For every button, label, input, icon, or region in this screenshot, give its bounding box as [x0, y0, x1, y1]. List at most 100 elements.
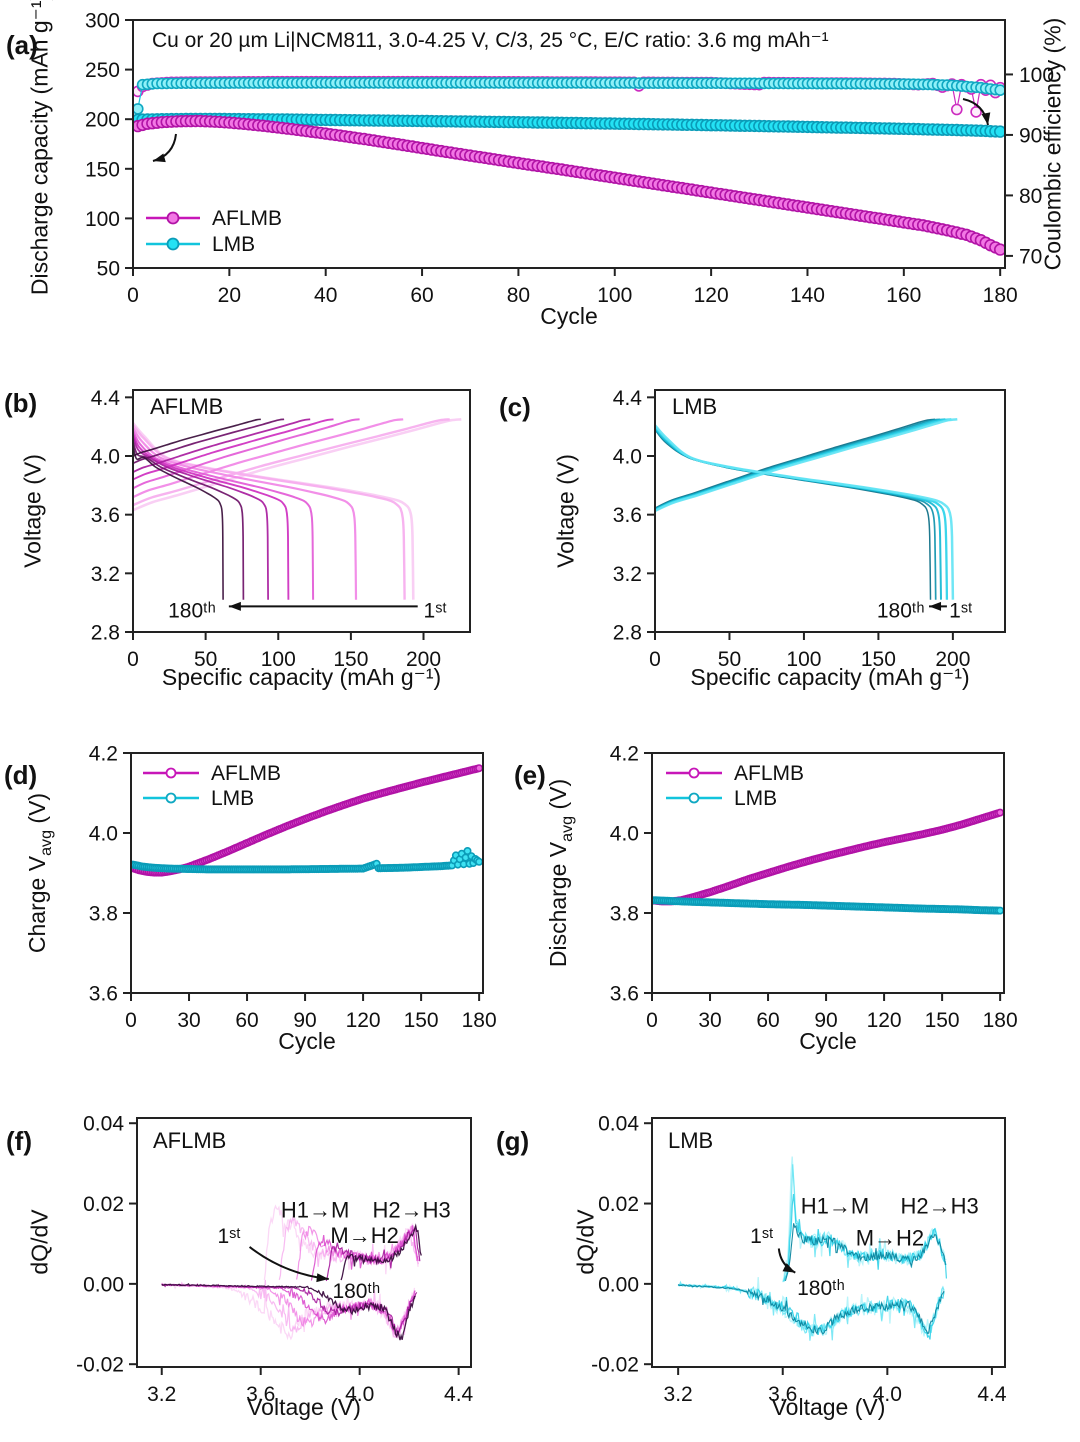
panel-e-letter: (e)	[514, 760, 546, 790]
svg-text:100: 100	[786, 648, 821, 671]
svg-text:0: 0	[649, 648, 661, 671]
svg-text:0: 0	[127, 284, 139, 307]
svg-text:H1→M: H1→M	[801, 1194, 869, 1219]
svg-text:3.8: 3.8	[610, 903, 639, 926]
svg-text:80: 80	[507, 284, 530, 307]
svg-text:1ˢᵗ: 1ˢᵗ	[750, 1225, 773, 1248]
svg-text:120: 120	[694, 284, 729, 307]
svg-text:4.0: 4.0	[91, 446, 120, 469]
svg-text:2.8: 2.8	[613, 622, 642, 645]
svg-text:4.4: 4.4	[444, 1383, 474, 1406]
svg-text:80: 80	[1019, 185, 1042, 208]
svg-text:180ᵗʰ: 180ᵗʰ	[877, 599, 925, 622]
panel-b-xlabel: Specific capacity (mAh g⁻¹)	[161, 664, 442, 690]
panel-d-ylabel-post: (V)	[24, 792, 51, 830]
panel-d-ylabel: Charge Vavg (V)	[24, 693, 56, 1053]
svg-text:3.6: 3.6	[91, 504, 120, 527]
svg-text:90: 90	[293, 1009, 316, 1032]
svg-text:M→H2: M→H2	[330, 1223, 398, 1248]
panel-g-dqdv-chart: 3.2 3.6 4.0 4.4 -0.02 0.00 0.02 0.04 H1→M H2→H3 M→…	[591, 1113, 1007, 1406]
svg-text:AFLMB: AFLMB	[734, 762, 804, 785]
svg-text:100: 100	[597, 284, 632, 307]
panel-e-ylabel-sub: avg	[557, 815, 576, 842]
panel-f-ylabel: dQ/dV	[26, 1209, 53, 1275]
panel-f-title: AFLMB	[153, 1128, 227, 1153]
panel-e-xlabel: Cycle	[799, 1028, 857, 1054]
svg-text:200: 200	[406, 648, 441, 671]
svg-text:120: 120	[346, 1009, 381, 1032]
svg-text:70: 70	[1019, 245, 1042, 268]
svg-text:150: 150	[925, 1009, 960, 1032]
panel-a-condition-title: Cu or 20 µm Li|NCM811, 3.0-4.25 V, C/3, …	[152, 29, 829, 52]
svg-text:2.8: 2.8	[91, 622, 120, 645]
svg-text:H2→H3: H2→H3	[372, 1198, 450, 1223]
svg-text:300: 300	[85, 10, 120, 33]
svg-text:180ᵗʰ: 180ᵗʰ	[168, 599, 216, 622]
panel-c-ylabel: Voltage (V)	[552, 454, 579, 568]
svg-text:3.6: 3.6	[89, 983, 118, 1006]
svg-text:M→H2: M→H2	[856, 1226, 924, 1251]
svg-text:30: 30	[177, 1009, 200, 1032]
svg-text:LMB: LMB	[212, 233, 255, 256]
svg-text:0.04: 0.04	[598, 1113, 639, 1136]
svg-text:150: 150	[404, 1009, 439, 1032]
panel-g-title: LMB	[668, 1128, 714, 1153]
svg-text:0.02: 0.02	[598, 1193, 639, 1216]
svg-text:0.04: 0.04	[83, 1113, 124, 1136]
svg-text:50: 50	[97, 258, 120, 281]
svg-text:-0.02: -0.02	[76, 1354, 124, 1377]
panel-d-ylabel-sub: avg	[36, 829, 55, 856]
svg-text:180ᵗʰ: 180ᵗʰ	[797, 1277, 845, 1300]
svg-text:0: 0	[125, 1009, 137, 1032]
svg-text:50: 50	[718, 648, 741, 671]
svg-text:3.6: 3.6	[768, 1383, 797, 1406]
panel-g-ylabel: dQ/dV	[572, 1209, 599, 1275]
svg-text:60: 60	[410, 284, 433, 307]
svg-text:0.00: 0.00	[598, 1273, 639, 1296]
svg-text:0: 0	[646, 1009, 658, 1032]
svg-text:AFLMB: AFLMB	[212, 207, 282, 230]
svg-text:90: 90	[1019, 124, 1042, 147]
svg-text:3.6: 3.6	[246, 1383, 275, 1406]
svg-text:0.00: 0.00	[83, 1273, 124, 1296]
panel-d-xlabel: Cycle	[278, 1028, 336, 1054]
svg-text:3.2: 3.2	[664, 1383, 693, 1406]
svg-text:4.0: 4.0	[610, 823, 639, 846]
svg-text:120: 120	[867, 1009, 902, 1032]
svg-text:40: 40	[314, 284, 337, 307]
svg-text:H2→H3: H2→H3	[901, 1194, 979, 1219]
svg-text:1ˢᵗ: 1ˢᵗ	[949, 599, 972, 622]
svg-text:100: 100	[1019, 64, 1054, 87]
svg-text:50: 50	[194, 648, 217, 671]
panel-a-ylabel-right: Coulombic efficiency (%)	[1039, 17, 1066, 271]
svg-text:4.4: 4.4	[91, 387, 121, 410]
svg-text:4.0: 4.0	[873, 1383, 902, 1406]
svg-text:160: 160	[886, 284, 921, 307]
svg-text:1ˢᵗ: 1ˢᵗ	[217, 1225, 240, 1248]
svg-text:4.0: 4.0	[613, 446, 642, 469]
panel-b-ylabel: Voltage (V)	[19, 454, 46, 568]
panel-a-ylabel: Discharge capacity (mAh g⁻¹)	[26, 0, 53, 296]
svg-text:4.0: 4.0	[345, 1383, 374, 1406]
svg-text:LMB: LMB	[211, 787, 254, 810]
panel-b-voltage-chart: 0 50 100 150 200 2.8 3.2 3.6 4.0 4.4 180ᵗʰ 1ˢᵗ	[91, 387, 471, 671]
svg-text:140: 140	[790, 284, 825, 307]
panel-d-letter: (d)	[4, 760, 38, 790]
panel-e-ylabel-pre: Discharge V	[545, 841, 572, 968]
svg-text:60: 60	[756, 1009, 779, 1032]
svg-text:90: 90	[814, 1009, 837, 1032]
panel-a-xlabel: Cycle	[540, 303, 598, 329]
svg-text:3.8: 3.8	[89, 903, 118, 926]
panel-e-ylabel: Discharge Vavg (V)	[545, 693, 577, 1053]
svg-text:-0.02: -0.02	[591, 1354, 639, 1377]
panel-g-letter: (g)	[496, 1126, 530, 1156]
panel-f-letter: (f)	[6, 1126, 32, 1156]
svg-text:180: 180	[983, 284, 1018, 307]
svg-text:20: 20	[218, 284, 241, 307]
svg-text:3.2: 3.2	[613, 563, 642, 586]
panel-c-xlabel: Specific capacity (mAh g⁻¹)	[690, 664, 970, 690]
svg-text:4.0: 4.0	[89, 823, 118, 846]
svg-text:60: 60	[235, 1009, 258, 1032]
